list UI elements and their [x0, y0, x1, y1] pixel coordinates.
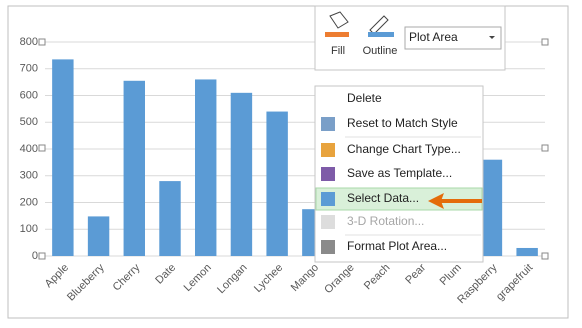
menu-icon	[321, 215, 335, 229]
bar	[195, 79, 217, 256]
menu-item[interactable]: Change Chart Type...	[347, 142, 461, 156]
selection-handle[interactable]	[541, 144, 549, 152]
arrow-head	[428, 193, 444, 209]
bar	[480, 159, 503, 256]
selection-handle[interactable]	[541, 38, 549, 46]
y-tick-label: 300	[20, 170, 38, 182]
dropdown[interactable]	[404, 26, 502, 50]
menu-icon[interactable]	[321, 192, 335, 206]
fill-icon	[329, 11, 349, 29]
mini-toolbar: Fill Outline Plot Area	[314, 5, 506, 71]
fill-color[interactable]	[325, 32, 349, 37]
bar	[159, 181, 181, 256]
menu-item: 3-D Rotation...	[347, 214, 424, 228]
bar	[230, 92, 253, 256]
selection-handle[interactable]	[541, 252, 549, 260]
fill-label[interactable]: Fill	[331, 45, 345, 57]
bar	[266, 111, 288, 256]
menu-item[interactable]: Save as Template...	[347, 166, 452, 180]
y-tick-label: 0	[32, 250, 38, 262]
dropdown-arrow	[489, 36, 495, 39]
bar	[87, 216, 110, 256]
y-tick-label: 200	[20, 196, 38, 208]
outline-color[interactable]	[368, 32, 394, 37]
menu-item[interactable]: Select Data...	[347, 191, 419, 205]
menu-item[interactable]: Format Plot Area...	[347, 239, 447, 253]
selection-handle[interactable]	[38, 144, 46, 152]
bar	[516, 247, 538, 256]
dropdown-value[interactable]: Plot Area	[409, 30, 458, 44]
selection-handle[interactable]	[38, 252, 46, 260]
menu-icon[interactable]	[321, 167, 335, 181]
bar	[123, 80, 145, 256]
menu-icon[interactable]	[321, 240, 335, 254]
y-tick-label: 100	[20, 223, 38, 235]
menu-icon[interactable]	[321, 143, 335, 157]
arrow	[428, 193, 482, 209]
y-tick-label: 700	[20, 63, 38, 75]
y-tick-label: 500	[20, 116, 38, 128]
menu-item[interactable]: Reset to Match Style	[347, 116, 458, 130]
menu-box	[314, 85, 484, 263]
menu-icon[interactable]	[321, 117, 335, 131]
selection-handle[interactable]	[38, 38, 46, 46]
bar	[52, 59, 74, 257]
menu-item[interactable]: Delete	[347, 91, 382, 105]
y-tick-label: 800	[20, 36, 38, 48]
context-menu: Delete Reset to Match Style Change Chart T…	[314, 85, 484, 263]
y-tick-label: 600	[20, 89, 38, 101]
outline-label[interactable]: Outline	[363, 45, 398, 57]
y-tick-label: 400	[20, 143, 38, 155]
